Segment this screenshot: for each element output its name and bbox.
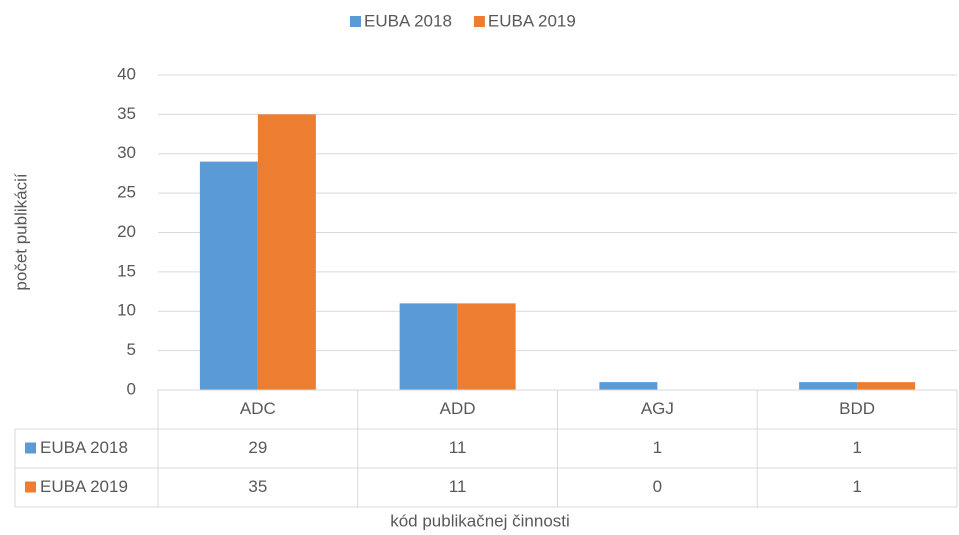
x-tick-label: AGJ — [641, 399, 674, 418]
legend-swatch — [350, 16, 361, 27]
table-legend-swatch — [25, 442, 36, 454]
y-tick-label: 30 — [117, 143, 136, 162]
bar — [799, 382, 858, 390]
table-value: 1 — [852, 477, 861, 496]
y-tick-label: 15 — [117, 261, 136, 280]
y-tick-label: 40 — [117, 64, 136, 83]
y-tick-label: 10 — [117, 301, 136, 320]
bar — [399, 303, 458, 390]
bar — [199, 161, 258, 390]
table-value: 1 — [852, 438, 861, 457]
table-value: 35 — [248, 477, 267, 496]
y-tick-label: 20 — [117, 222, 136, 241]
table-value: 29 — [248, 438, 267, 457]
table-value: 1 — [653, 438, 662, 457]
y-axis-label: počet publikácií — [11, 173, 30, 290]
legend-swatch — [473, 16, 485, 27]
table-row-label: EUBA 2018 — [40, 438, 128, 457]
x-tick-label: ADC — [240, 399, 276, 418]
legend-label: EUBA 2018 — [364, 11, 452, 30]
table-value: 11 — [449, 438, 467, 457]
bar — [599, 382, 658, 390]
x-axis-label: kód publikačnej činnosti — [390, 511, 570, 530]
y-tick-label: 5 — [127, 340, 136, 359]
y-tick-label: 0 — [127, 379, 136, 398]
y-tick-label: 25 — [117, 183, 136, 202]
bar — [257, 114, 316, 390]
table-row-label: EUBA 2019 — [40, 477, 128, 496]
table-legend-swatch — [25, 481, 36, 493]
table-value: 0 — [653, 477, 662, 496]
bar — [457, 303, 516, 390]
table-value: 11 — [449, 477, 467, 496]
legend-label: EUBA 2019 — [488, 11, 576, 30]
y-tick-label: 35 — [117, 104, 136, 123]
x-tick-label: BDD — [839, 399, 875, 418]
x-tick-label: ADD — [440, 399, 476, 418]
bar — [857, 382, 916, 390]
